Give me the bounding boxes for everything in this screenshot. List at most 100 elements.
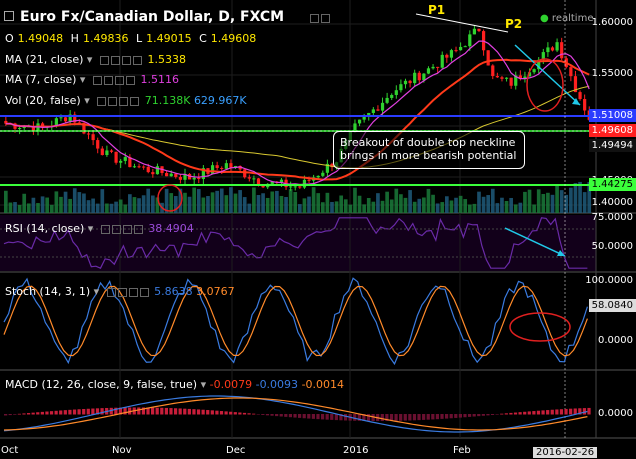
volume-bar (169, 193, 174, 213)
header-buttons[interactable] (310, 11, 332, 24)
candle-body (527, 72, 532, 77)
collapse-icon[interactable] (4, 11, 14, 24)
settings-icon[interactable] (310, 13, 319, 23)
chevron-down-icon[interactable]: ▾ (93, 285, 100, 298)
volume-bar (504, 200, 509, 213)
macd-histogram-bar (536, 410, 541, 415)
volume-legend[interactable]: Vol (20, false) ▾ 71.138K 629.967K (5, 94, 247, 108)
macd-legend[interactable]: MACD (12, 26, close, 9, false, true) ▾ -… (5, 378, 344, 391)
volume-bar (440, 202, 445, 213)
macd-histogram-bar (4, 414, 8, 416)
volume-bar (357, 195, 362, 213)
stoch-tick: 0.0000 (598, 335, 633, 346)
candle-body (440, 54, 444, 68)
macd-histogram-bar (578, 408, 582, 415)
macd-histogram-bar (513, 412, 518, 415)
macd-histogram-bar (160, 407, 164, 415)
chevron-down-icon[interactable]: ▾ (87, 222, 94, 235)
volume-bar (31, 197, 36, 213)
candle-body (394, 90, 398, 95)
arrow-head-icon (572, 98, 580, 105)
ma7-buttons[interactable] (92, 74, 137, 87)
candle-body (31, 126, 36, 132)
stoch-level-badge: 58.0840 (588, 299, 636, 312)
volume-bar (564, 194, 569, 213)
macd-histogram-bar (100, 408, 104, 415)
volume-bar (275, 190, 279, 213)
candle-body (73, 114, 77, 123)
stoch-buttons[interactable] (106, 286, 151, 299)
realtime-indicator: ● realtime (540, 12, 593, 25)
candle-body (514, 75, 518, 86)
candle-body (491, 65, 495, 77)
macd-histogram-bar (265, 414, 270, 416)
volume-bar (399, 194, 403, 213)
candle-body (454, 50, 458, 52)
macd-histogram-bar (270, 414, 274, 416)
macd-histogram-bar (91, 408, 95, 415)
macd-histogram-bar (109, 407, 113, 415)
candle-body (109, 150, 114, 152)
highlight-ellipse (157, 184, 183, 212)
macd-histogram-bar (68, 409, 72, 415)
candle-body (142, 166, 146, 168)
volume-bar (320, 202, 325, 213)
current-date-badge: 2016-02-26 (533, 447, 598, 458)
volume-bar (555, 185, 559, 213)
volume-bar (454, 197, 458, 213)
candle-body (59, 117, 63, 119)
candle-body (279, 179, 284, 183)
symbol-title: Euro Fx/Canadian Dollar, D, FXCM (20, 9, 285, 25)
candle-body (518, 75, 522, 79)
ma21-buttons[interactable] (99, 54, 144, 67)
macd-label: MACD (12, 26, close, 9, false, true) (5, 378, 198, 391)
low-label: L (135, 32, 143, 45)
volume-bar (178, 188, 183, 213)
volume-bar (68, 198, 72, 213)
ma21-value: 1.5338 (147, 53, 186, 66)
candle-body (546, 47, 550, 53)
volume-bar (265, 197, 270, 213)
rsi-legend[interactable]: RSI (14, close) ▾ 38.4904 (5, 222, 194, 236)
volume-buttons[interactable] (97, 95, 141, 108)
macd-histogram-bar (178, 408, 182, 415)
volume-bar (54, 191, 59, 213)
volume-bar (256, 195, 261, 213)
volume-bar (36, 203, 40, 213)
volume-bar (559, 190, 564, 213)
stoch-legend[interactable]: Stoch (14, 3, 1) ▾ 5.8638 3.0767 (5, 285, 235, 299)
ma7-legend[interactable]: MA (7, close) ▾ 1.5116 (5, 73, 179, 87)
volume-bar (270, 191, 275, 213)
ma21-legend[interactable]: MA (21, close) ▾ 1.5338 (5, 53, 186, 67)
volume-bar (408, 190, 412, 213)
macd-histogram-bar (564, 408, 568, 415)
macd-histogram-bar (399, 414, 403, 421)
chevron-down-icon[interactable]: ▾ (200, 378, 207, 391)
volume-bar (252, 187, 256, 213)
chevron-down-icon[interactable]: ▾ (84, 94, 90, 107)
macd-histogram-bar (559, 409, 564, 415)
macd-histogram-bar (500, 413, 504, 415)
candle-body (114, 151, 118, 163)
macd-histogram-bar (252, 413, 256, 415)
macd-histogram-bar (141, 407, 146, 415)
candle-body (325, 163, 330, 173)
candle-body (105, 150, 109, 156)
candle-body (408, 80, 412, 84)
close-icon[interactable] (321, 13, 330, 23)
macd-histogram-bar (454, 414, 458, 418)
macd-histogram-bar (569, 408, 573, 415)
volume-bar (128, 194, 132, 213)
volume-bar (495, 203, 500, 213)
chevron-down-icon[interactable]: ▾ (79, 73, 86, 86)
macd-histogram-bar (366, 414, 371, 421)
macd-histogram-bar (302, 414, 306, 419)
candle-body (385, 97, 389, 103)
chevron-down-icon[interactable]: ▾ (86, 53, 93, 66)
macd-histogram-bar (518, 412, 522, 415)
rsi-buttons[interactable] (100, 223, 145, 236)
candle-body (523, 76, 527, 79)
volume-bar (449, 200, 454, 213)
